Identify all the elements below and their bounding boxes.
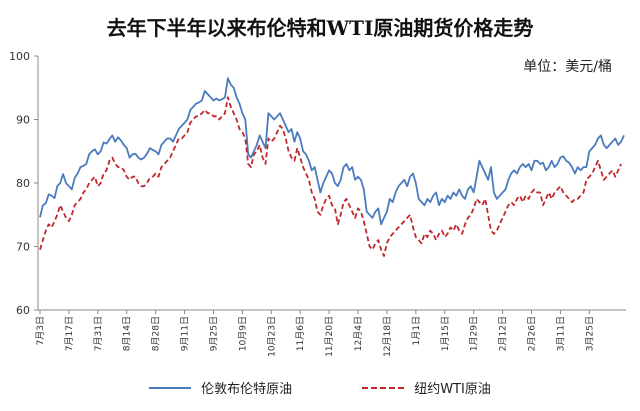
x-tick-label: 9月25日: [208, 316, 219, 351]
chart-title: 去年下半年以来布伦特和WTI原油期货价格走势: [106, 16, 534, 40]
legend-label-brent: 伦敦布伦特原油: [201, 382, 293, 397]
legend-swatch-solid: [149, 386, 192, 389]
x-tick-label: 3月25日: [584, 316, 595, 351]
x-tick-label: 7月17日: [64, 316, 75, 351]
x-tick-label: 11月20日: [324, 316, 335, 357]
x-tick-label: 8月28日: [151, 316, 162, 351]
legend: 伦敦布伦特原油 纽约WTI原油: [0, 378, 640, 397]
legend-item-wti: 纽约WTI原油: [362, 378, 491, 397]
x-tick-label: 2月12日: [498, 316, 509, 351]
y-tick-label: 80: [16, 177, 30, 190]
series-line-brent: [39, 77, 625, 226]
x-tick-label: 12月18日: [382, 316, 393, 357]
y-tick-label: 70: [16, 241, 30, 254]
x-tick-label: 7月3日: [35, 316, 46, 345]
x-tick-label: 8月14日: [122, 316, 133, 351]
x-tick-label: 11月6日: [295, 316, 306, 351]
y-tick-label: 90: [16, 114, 30, 127]
y-tick-label: 100: [9, 50, 30, 63]
x-tick-label: 10月23日: [266, 316, 277, 357]
x-tick-label: 7月31日: [93, 316, 104, 351]
legend-swatch-dashed: [362, 386, 405, 389]
x-tick-label: 12月4日: [353, 316, 364, 351]
x-tick-label: 10月9日: [237, 316, 248, 351]
x-tick-label: 1月29日: [469, 316, 480, 351]
x-tick-label: 3月11日: [555, 316, 566, 351]
legend-label-wti: 纽约WTI原油: [414, 382, 491, 397]
x-tick-label: 2月26日: [526, 316, 537, 351]
legend-item-brent: 伦敦布伦特原油: [149, 378, 292, 397]
series-line-wti: [39, 96, 622, 257]
y-tick-label: 60: [16, 304, 30, 317]
x-tick-label: 1月15日: [440, 316, 451, 351]
x-tick-label: 9月11日: [180, 316, 191, 351]
unit-label: 单位：美元/桶: [523, 59, 612, 75]
x-tick-label: 1月1日: [411, 316, 422, 345]
